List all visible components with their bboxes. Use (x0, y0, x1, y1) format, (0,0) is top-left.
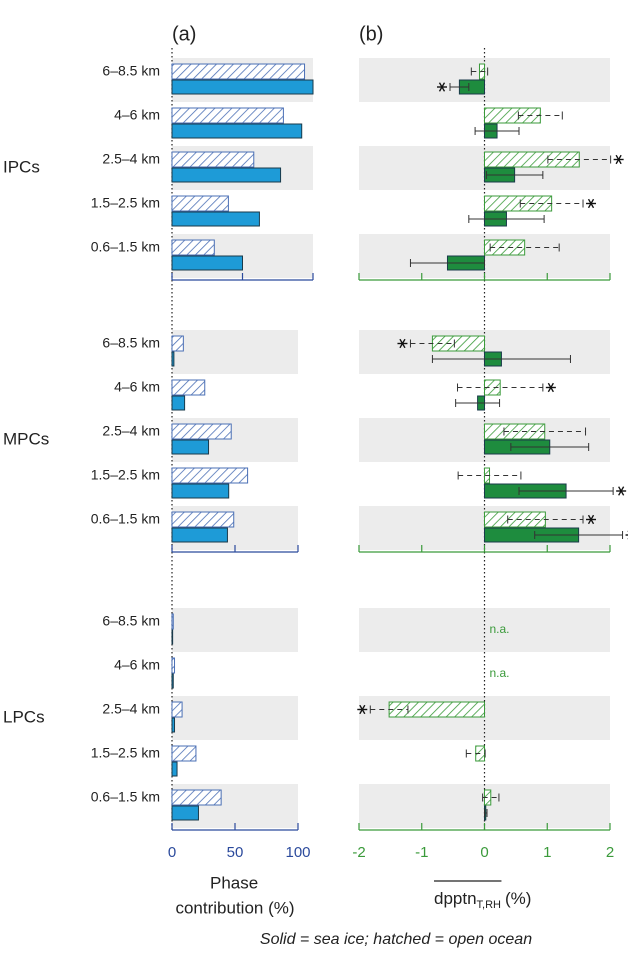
category-label: 1.5–2.5 km (91, 745, 160, 761)
x-tick-label: 50 (227, 844, 244, 861)
x-tick-label: 100 (285, 844, 310, 861)
bar (171, 167, 282, 183)
group-label: MPCs (3, 429, 49, 448)
row-band (172, 696, 298, 740)
category-label: 6–8.5 km (102, 63, 160, 79)
bar (171, 701, 183, 718)
significance-star (359, 704, 366, 715)
x-axis-label: Phase (210, 873, 258, 892)
bar (171, 195, 229, 212)
bar (171, 527, 228, 543)
category-label: 0.6–1.5 km (91, 239, 160, 255)
bar (171, 123, 303, 139)
bar (171, 379, 206, 396)
x-tick-label: 1 (543, 844, 551, 861)
significance-star (587, 514, 595, 525)
bar (171, 395, 186, 411)
category-label: 4–6 km (114, 379, 160, 395)
row-band (172, 608, 298, 652)
significance-star (587, 198, 595, 209)
bar (171, 239, 215, 256)
bar (171, 673, 174, 689)
significance-star (438, 82, 446, 92)
category-label: 0.6–1.5 km (91, 789, 160, 805)
bar (171, 351, 175, 367)
bar (171, 255, 243, 271)
note: n.a. (490, 622, 510, 636)
bar (171, 761, 178, 777)
bar (171, 511, 235, 528)
bar (388, 701, 485, 718)
significance-star (399, 338, 406, 349)
x-tick-label: 0 (480, 844, 488, 861)
bar (171, 79, 314, 95)
bar (171, 629, 174, 645)
footnote: Solid = sea ice; hatched = open ocean (260, 931, 532, 948)
category-label: 0.6–1.5 km (91, 511, 160, 527)
significance-star (615, 154, 622, 165)
bar (171, 439, 210, 455)
category-label: 6–8.5 km (102, 335, 160, 351)
x-axis-label-main: dpptn (434, 889, 477, 908)
x-axis-label-sub: T,RH (477, 899, 502, 911)
bar (171, 423, 232, 440)
x-axis-label: dpptnT,RH (%) (434, 889, 531, 910)
group-label: LPCs (3, 707, 45, 726)
bar (484, 379, 501, 396)
bar (171, 151, 255, 168)
category-label: 4–6 km (114, 107, 160, 123)
x-axis-label-unit: (%) (505, 889, 531, 908)
bar (171, 335, 184, 352)
group-label: IPCs (3, 157, 40, 176)
bar (484, 151, 580, 168)
bar (171, 483, 230, 499)
bar (171, 789, 222, 806)
category-label: 4–6 km (114, 657, 160, 673)
bar (171, 613, 174, 630)
bar (171, 107, 284, 124)
x-tick-label: 0 (168, 844, 176, 861)
category-label: 2.5–4 km (102, 701, 160, 717)
bar (171, 211, 260, 227)
bar (171, 467, 249, 484)
category-label: 1.5–2.5 km (91, 195, 160, 211)
category-label: 6–8.5 km (102, 613, 160, 629)
bar (484, 239, 526, 256)
bar (171, 63, 306, 80)
panel-label: (b) (359, 23, 383, 45)
x-axis-label: contribution (%) (175, 898, 294, 917)
bar (171, 717, 176, 733)
significance-star (547, 382, 554, 393)
category-label: 2.5–4 km (102, 423, 160, 439)
x-tick-label: -2 (352, 844, 365, 861)
category-label: 2.5–4 km (102, 151, 160, 167)
x-tick-label: 2 (606, 844, 614, 861)
bar (171, 805, 199, 821)
note: n.a. (490, 666, 510, 680)
panel-label: (a) (172, 23, 196, 45)
bar (171, 657, 176, 674)
x-tick-label: -1 (415, 844, 428, 861)
category-label: 1.5–2.5 km (91, 467, 160, 483)
row-band (172, 330, 298, 374)
bar (171, 745, 197, 762)
significance-star (618, 486, 625, 496)
